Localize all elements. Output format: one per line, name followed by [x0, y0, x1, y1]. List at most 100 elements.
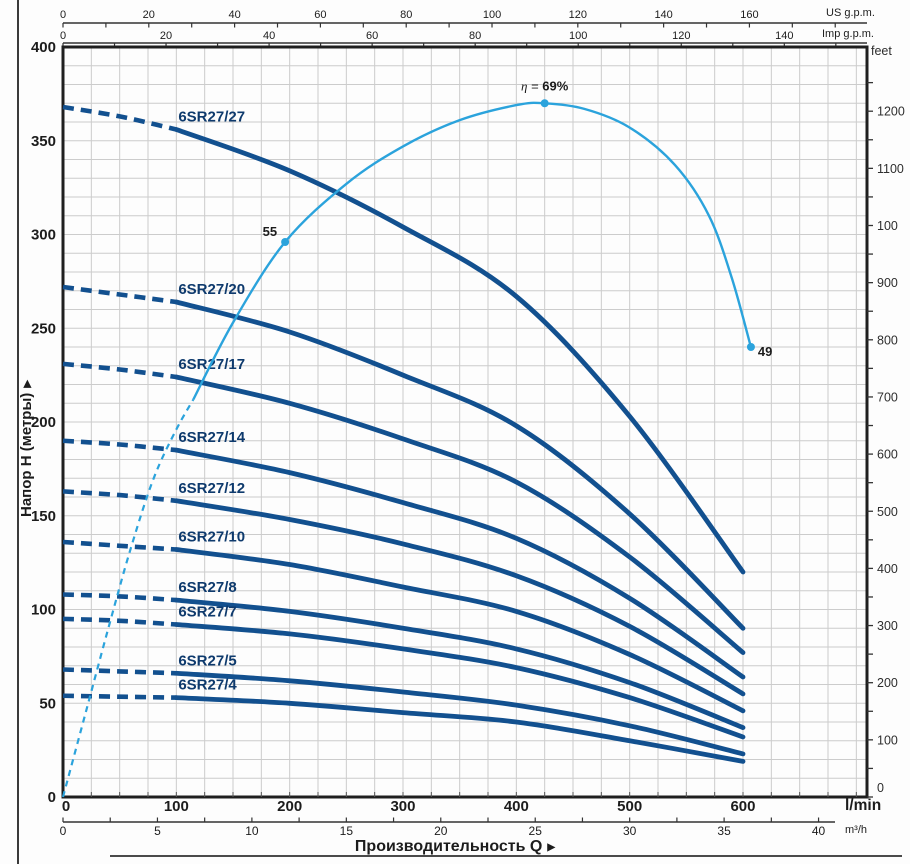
- feet-tick: 1100: [877, 162, 904, 176]
- efficiency-curve: 55 η = 69% 49: [61, 78, 772, 798]
- efficiency-point: [746, 343, 755, 351]
- x-axis-arrow-icon: ▶: [547, 842, 556, 853]
- pump-curve-dashed-6SR27-20: [62, 284, 177, 305]
- imp-gpm-axis: 0 20 40 60 80 100 120 140: [60, 30, 867, 47]
- pump-curve-6SR27-8: [173, 597, 746, 730]
- curve-label-6SR27-12: 6SR27/12: [178, 480, 245, 497]
- m3h-axis: 0 5 10 15 20 25 30 35 40: [60, 817, 835, 838]
- lmin-tick: 200: [277, 798, 302, 815]
- lmin-tick: 300: [390, 798, 415, 815]
- m3h-tick: 35: [717, 824, 731, 838]
- imp-gpm-tick: 40: [263, 30, 275, 42]
- feet-tick: 300: [877, 619, 898, 633]
- imp-gpm-tick: 80: [469, 30, 481, 42]
- imp-gpm-tick: 60: [366, 30, 378, 42]
- metres-tick: 350: [31, 133, 56, 150]
- lmin-tick: 400: [504, 798, 529, 815]
- feet-tick: 800: [877, 333, 898, 347]
- us-gpm-tick: 100: [483, 9, 501, 21]
- pump-curves: 6SR27/276SR27/206SR27/176SR27/146SR27/12…: [62, 104, 746, 764]
- lmin-unit-label: l/min: [845, 797, 882, 814]
- m3h-tick: 10: [245, 824, 259, 838]
- m3h-tick: 0: [60, 824, 67, 838]
- us-gpm-unit-label: US g.p.m.: [826, 7, 875, 19]
- pump-curve-dashed-6SR27-8: [62, 592, 177, 603]
- m3h-tick: 5: [154, 824, 161, 838]
- y-axis-title-text: Напор H (метры): [18, 392, 35, 517]
- feet-tick: 500: [877, 505, 898, 519]
- feet-tick: 100: [877, 219, 898, 233]
- us-gpm-tick: 0: [60, 9, 66, 21]
- plot-frame: [61, 45, 869, 799]
- pump-curve-6SR27-20: [173, 299, 746, 631]
- metres-tick: 50: [39, 695, 56, 712]
- curve-label-6SR27-4: 6SR27/4: [178, 677, 237, 694]
- metres-axis: 0 50 100 150 200 250 300 350 400: [31, 39, 56, 806]
- curve-label-6SR27-10: 6SR27/10: [178, 529, 245, 546]
- pump-curve-dashed-6SR27-7: [62, 616, 177, 627]
- m3h-tick: 15: [340, 824, 354, 838]
- m3h-tick: 40: [812, 824, 826, 838]
- m3h-unit-label: m³/h: [845, 824, 867, 836]
- pump-curve-6SR27-5: [173, 670, 746, 757]
- us-gpm-tick: 60: [314, 9, 326, 21]
- curve-label-6SR27-20: 6SR27/20: [178, 281, 245, 298]
- lmin-tick: 500: [617, 798, 642, 815]
- us-gpm-tick: 40: [228, 9, 240, 21]
- pump-curve-dashed-6SR27-10: [62, 539, 177, 552]
- lmin-axis: 0 100 200 300 400 500 600: [62, 792, 857, 815]
- feet-tick: 0: [877, 781, 884, 795]
- feet-tick: 100: [877, 733, 898, 747]
- curve-label-6SR27-8: 6SR27/8: [178, 579, 236, 596]
- imp-gpm-unit-label: Imp g.p.m.: [822, 28, 874, 40]
- us-gpm-tick: 20: [143, 9, 155, 21]
- pump-curve-6SR27-12: [173, 498, 746, 697]
- imp-gpm-tick: 140: [775, 30, 793, 42]
- pump-curve-6SR27-4: [173, 695, 746, 764]
- curve-label-6SR27-27: 6SR27/27: [178, 109, 245, 126]
- imp-gpm-tick: 100: [569, 30, 587, 42]
- y-axis-arrow-icon: ▶: [22, 380, 33, 388]
- us-gpm-tick: 120: [569, 9, 587, 21]
- imp-gpm-tick: 120: [672, 30, 690, 42]
- pump-curve-6SR27-14: [173, 447, 746, 680]
- metres-tick: 400: [31, 39, 56, 56]
- us-gpm-tick: 160: [740, 9, 758, 21]
- efficiency-curve-dashed: [61, 398, 195, 798]
- metres-tick: 300: [31, 227, 56, 244]
- curve-label-6SR27-7: 6SR27/7: [178, 604, 236, 621]
- x-axis-title-text: Производительность Q: [354, 838, 543, 855]
- m3h-tick: 25: [529, 824, 543, 838]
- lmin-tick: 600: [730, 798, 755, 815]
- us-gpm-tick: 80: [400, 9, 412, 21]
- pump-curve-dashed-6SR27-14: [62, 438, 177, 453]
- efficiency-point: [540, 99, 549, 108]
- metres-tick: 100: [31, 602, 56, 619]
- feet-tick: 600: [877, 448, 898, 462]
- metres-tick: 200: [31, 414, 56, 431]
- imp-gpm-tick: 0: [60, 30, 66, 42]
- x-axis-title: Производительность Q ▶: [0, 838, 910, 856]
- metres-tick: 250: [31, 320, 56, 337]
- feet-axis: 0 100 200 300 400 500 600 700 800 900 100 1100 1200: [867, 81, 905, 798]
- feet-tick: 400: [877, 562, 898, 576]
- pump-curve-6SR27-17: [173, 374, 746, 655]
- grid: [63, 47, 867, 797]
- curve-label-6SR27-5: 6SR27/5: [178, 652, 236, 669]
- m3h-tick: 30: [623, 824, 637, 838]
- feet-tick: 200: [877, 676, 898, 690]
- efficiency-label: 49: [758, 344, 772, 359]
- pump-curve-6SR27-10: [173, 547, 746, 714]
- pump-curve-6SR27-27: [173, 127, 746, 575]
- feet-tick: 900: [877, 276, 898, 290]
- pump-curve-dashed-6SR27-5: [62, 667, 177, 676]
- pump-curve-dashed-6SR27-12: [62, 489, 177, 504]
- efficiency-point: [281, 238, 290, 246]
- feet-tick: 700: [877, 390, 898, 404]
- feet-unit-label: feet: [871, 44, 892, 58]
- pump-curve-dashed-6SR27-4: [62, 693, 177, 700]
- lmin-tick: 100: [164, 798, 189, 815]
- imp-gpm-tick: 20: [160, 30, 172, 42]
